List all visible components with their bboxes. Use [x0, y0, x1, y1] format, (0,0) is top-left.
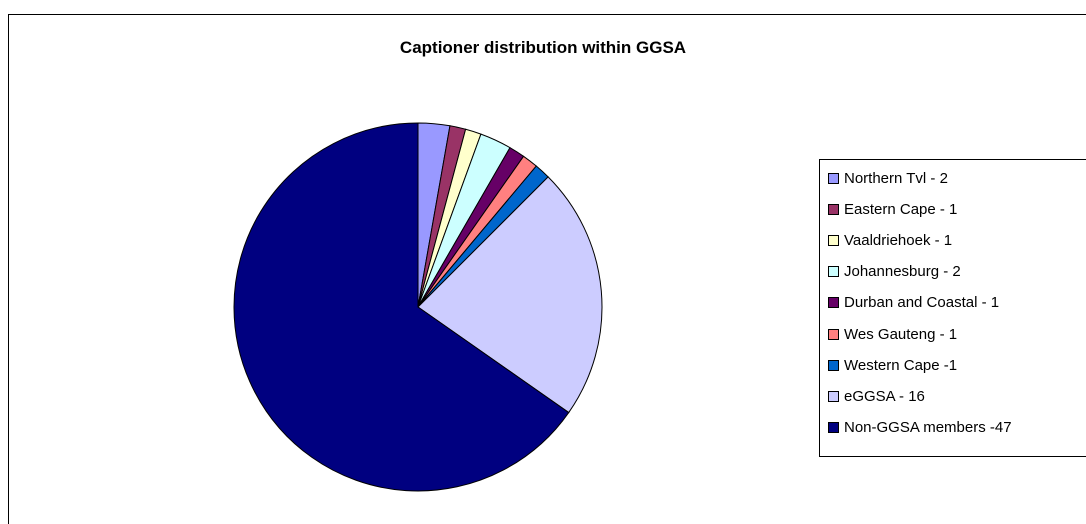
- legend-item: Non-GGSA members -47: [828, 418, 1012, 438]
- legend-label: eGGSA - 16: [844, 387, 925, 405]
- pie-slice-7: [417, 176, 603, 414]
- legend-item: Northern Tvl - 2: [828, 168, 948, 188]
- pie-slice-8: [233, 122, 570, 492]
- legend-item: Durban and Coastal - 1: [828, 293, 999, 313]
- legend-swatch: [828, 172, 839, 184]
- legend-label: Durban and Coastal - 1: [844, 294, 1000, 312]
- legend-item: Vaaldriehoek - 1: [828, 230, 952, 250]
- legend-label: Non-GGSA members -47: [844, 419, 1012, 437]
- legend-swatch: [828, 234, 839, 246]
- legend-swatch: [828, 390, 839, 402]
- legend-item: Western Cape -1: [828, 355, 957, 375]
- legend: Northern Tvl - 2 Eastern Cape - 1 Vaaldrie…: [819, 159, 1086, 457]
- legend-label: Johannesburg - 2: [844, 263, 961, 281]
- legend-item: Eastern Cape - 1: [828, 199, 957, 219]
- legend-swatch: [828, 422, 839, 434]
- legend-swatch: [828, 203, 839, 215]
- legend-swatch: [828, 266, 839, 278]
- legend-item: Wes Gauteng - 1: [828, 324, 957, 344]
- legend-swatch: [828, 297, 839, 309]
- legend-swatch: [828, 328, 839, 340]
- legend-swatch: [828, 359, 839, 371]
- legend-item: Johannesburg - 2: [828, 262, 961, 282]
- legend-label: Vaaldriehoek - 1: [844, 231, 953, 249]
- chart-area: [8, 14, 1086, 524]
- legend-label: Northern Tvl - 2: [844, 169, 948, 187]
- legend-label: Eastern Cape - 1: [844, 200, 958, 218]
- legend-item: eGGSA - 16: [828, 386, 925, 406]
- chart-title: Captioner distribution within GGSA: [399, 38, 687, 57]
- legend-label: Western Cape -1: [844, 356, 958, 374]
- legend-label: Wes Gauteng - 1: [844, 325, 958, 343]
